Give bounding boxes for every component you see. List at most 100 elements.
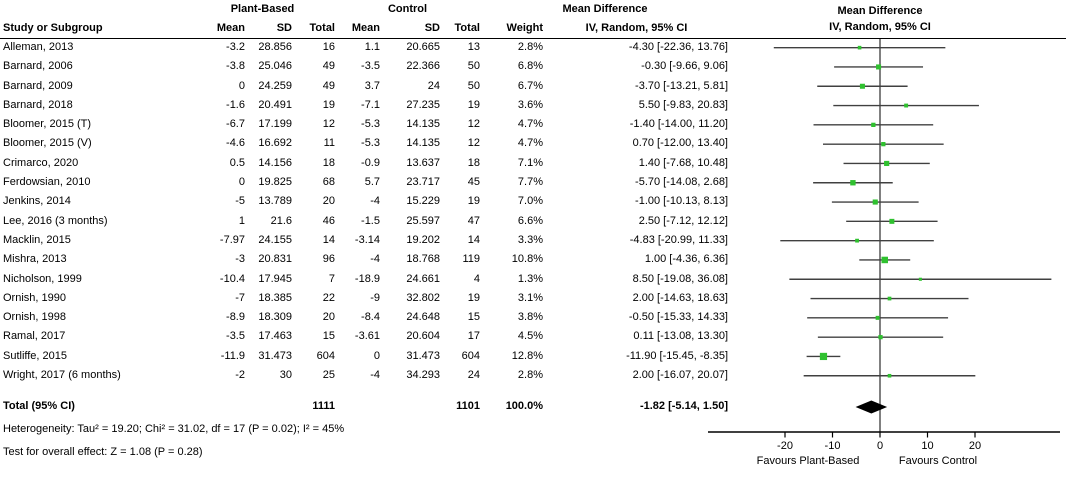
weight-cell: 6.7% (517, 79, 543, 92)
control-n-cell: 19 (467, 195, 480, 208)
study-name-cell: Barnard, 2009 (3, 79, 73, 92)
control-sd-cell: 15.229 (406, 195, 440, 208)
md-column-subheader: IV, Random, 95% CI (585, 22, 688, 34)
plant-sd-cell: 17.463 (258, 330, 292, 343)
control-sd-cell: 23.717 (406, 176, 440, 189)
study-row: Ramal, 2017 -3.5 17.463 15 -3.61 20.604 17 4.5%… (0, 327, 730, 346)
effect-marker (876, 64, 882, 70)
ci-text-cell: -11.90 [-15.45, -8.35] (626, 349, 728, 362)
study-row: Bloomer, 2015 (V) -4.6 16.692 11 -5.3 14.135 1… (0, 134, 730, 153)
study-row: Jenkins, 2014 -5 13.789 20 -4 15.229 19 7.0% -1.… (0, 192, 730, 211)
ci-text-cell: -1.40 [-14.00, 11.20] (629, 118, 728, 131)
control-sd-cell: 22.366 (406, 60, 440, 73)
weight-cell: 7.7% (517, 176, 543, 189)
total-control-sd-cell (380, 397, 440, 416)
control-mean-cell: -3.61 (354, 330, 380, 343)
effect-marker (918, 277, 922, 281)
plant-mean-cell: -7 (235, 291, 245, 304)
control-mean-cell: -5.3 (361, 137, 380, 150)
study-row: Nicholson, 1999 -10.4 17.945 7 -18.9 24.661 4 1… (0, 270, 730, 289)
effect-marker (875, 315, 880, 320)
study-row: Ornish, 1998 -8.9 18.309 20 -8.4 24.648 15 3.8%… (0, 308, 730, 327)
study-column-header: Study or Subgroup (3, 22, 103, 34)
study-name-cell: Sutliffe, 2015 (3, 349, 68, 362)
study-row: Sutliffe, 2015 -11.9 31.473 604 0 31.473 604 12… (0, 347, 730, 366)
forest-plot-canvas: Mean Difference IV, Random, 95% CI -20 -1… (708, 5, 1060, 467)
control-mean-cell: -4 (370, 369, 380, 382)
study-name-cell: Barnard, 2006 (3, 60, 73, 73)
control-sd-cell: 32.802 (406, 291, 440, 304)
favours-right-label: Favours Control (899, 455, 977, 467)
total-ci-cell: -1.82 [-5.14, 1.50] (639, 400, 728, 413)
plant-mean-cell: -1.6 (226, 98, 245, 111)
effect-marker (884, 160, 890, 167)
control-mean-cell: -0.9 (361, 156, 380, 169)
weight-cell: 3.6% (517, 98, 543, 111)
control-sd-cell: 14.135 (406, 118, 440, 131)
control-n-cell: 14 (467, 233, 480, 246)
group-header-plant-based: Plant-Based (230, 3, 295, 15)
plant-mean-cell: -8.9 (226, 311, 245, 324)
study-name-cell: Bloomer, 2015 (T) (3, 118, 92, 131)
study-row: Wright, 2017 (6 months) -2 30 25 -4 34.293 24 2… (0, 366, 730, 385)
plant-total-header: Total (309, 22, 335, 34)
plant-sd-cell: 30 (279, 369, 292, 382)
plant-mean-cell: 0 (238, 176, 245, 189)
control-mean-cell: -18.9 (354, 272, 380, 285)
plant-n-cell: 14 (322, 233, 335, 246)
group-header-row: Plant-Based Control Mean Difference (0, 0, 730, 19)
weight-cell: 3.8% (517, 311, 543, 324)
total-row-label: Total (95% CI) (3, 400, 75, 413)
control-n-cell: 19 (467, 98, 480, 111)
control-mean-cell: 3.7 (364, 79, 380, 92)
weight-cell: 4.7% (517, 137, 543, 150)
total-plant-mean-cell (190, 397, 245, 416)
plot-subtitle: IV, Random, 95% CI (829, 21, 931, 33)
ci-text-cell: -5.70 [-14.08, 2.68] (635, 176, 728, 189)
control-n-cell: 19 (467, 291, 480, 304)
control-n-cell: 12 (467, 137, 480, 150)
study-row: Ornish, 1990 -7 18.385 22 -9 32.802 19 3.1% 2.00… (0, 289, 730, 308)
total-control-mean-cell (335, 397, 380, 416)
study-row: Barnard, 2018 -1.6 20.491 19 -7.1 27.235 19 3.6… (0, 96, 730, 115)
weight-cell: 3.3% (517, 233, 543, 246)
axis-tick-label: 0 (877, 440, 883, 452)
ci-text-cell: 1.00 [-4.36, 6.36] (644, 253, 728, 266)
plant-n-cell: 15 (322, 330, 335, 343)
ci-text-cell: 1.40 [-7.68, 10.48] (638, 156, 728, 169)
control-sd-cell: 24.648 (406, 311, 440, 324)
plant-n-cell: 7 (328, 272, 335, 285)
effect-marker (859, 83, 865, 89)
control-n-cell: 15 (467, 311, 480, 324)
plant-n-cell: 20 (322, 195, 335, 208)
control-mean-cell: -3.5 (361, 60, 380, 73)
weight-cell: 7.0% (517, 195, 543, 208)
total-plant-sd-cell (245, 397, 292, 416)
weight-cell: 2.8% (517, 369, 543, 382)
plant-sd-cell: 13.789 (258, 195, 292, 208)
ci-text-cell: 5.50 [-9.83, 20.83] (638, 98, 728, 111)
weight-cell: 4.7% (517, 118, 543, 131)
plant-mean-cell: -3 (235, 253, 245, 266)
plant-n-cell: 12 (322, 118, 335, 131)
study-row: Alleman, 2013 -3.2 28.856 16 1.1 20.665 13 2.8%… (0, 38, 730, 57)
plant-mean-cell: -5 (235, 195, 245, 208)
plant-n-cell: 49 (322, 60, 335, 73)
control-sd-cell: 25.597 (406, 214, 440, 227)
effect-marker (887, 296, 892, 301)
control-mean-cell: 1.1 (364, 41, 380, 53)
weight-cell: 2.8% (517, 41, 543, 53)
control-mean-cell: -5.3 (361, 118, 380, 131)
plant-n-cell: 604 (316, 349, 335, 362)
ci-text-cell: -0.50 [-15.33, 14.33] (628, 311, 728, 324)
plant-n-cell: 16 (322, 41, 335, 53)
control-n-cell: 47 (467, 214, 480, 227)
study-name-cell: Lee, 2016 (3 months) (3, 214, 108, 227)
weight-cell: 3.1% (517, 291, 543, 304)
study-rows: Alleman, 2013 -3.2 28.856 16 1.1 20.665 13 2.8%… (0, 38, 730, 385)
plot-content: -20 -10 0 10 20 (708, 39, 1060, 452)
total-plant-n-cell: 1111 (312, 400, 335, 413)
plant-mean-cell: -3.2 (226, 41, 245, 53)
plant-mean-cell: -3.8 (226, 60, 245, 73)
